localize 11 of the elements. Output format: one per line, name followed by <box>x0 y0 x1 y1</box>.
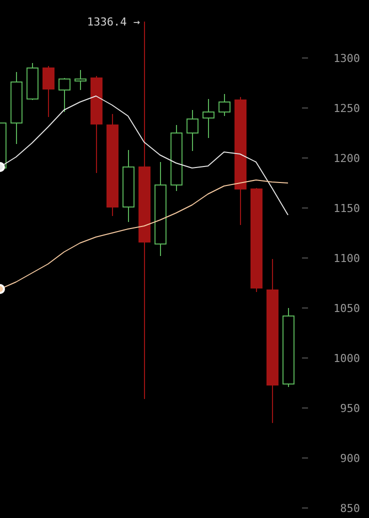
y-tick-label: 1050 <box>334 302 360 315</box>
y-tick-label: 850 <box>340 502 360 515</box>
y-tick-label: 900 <box>340 452 360 465</box>
y-tick-label: 1100 <box>334 252 360 265</box>
y-tick-label: 1200 <box>334 152 360 165</box>
y-tick-label: 1150 <box>334 202 360 215</box>
y-tick-label: 1250 <box>334 102 360 115</box>
y-tick-label: 1000 <box>334 352 360 365</box>
annotation: 1336.4 → <box>87 16 140 29</box>
y-tick-label: 1300 <box>334 52 360 65</box>
y-tick-label: 950 <box>340 402 360 415</box>
